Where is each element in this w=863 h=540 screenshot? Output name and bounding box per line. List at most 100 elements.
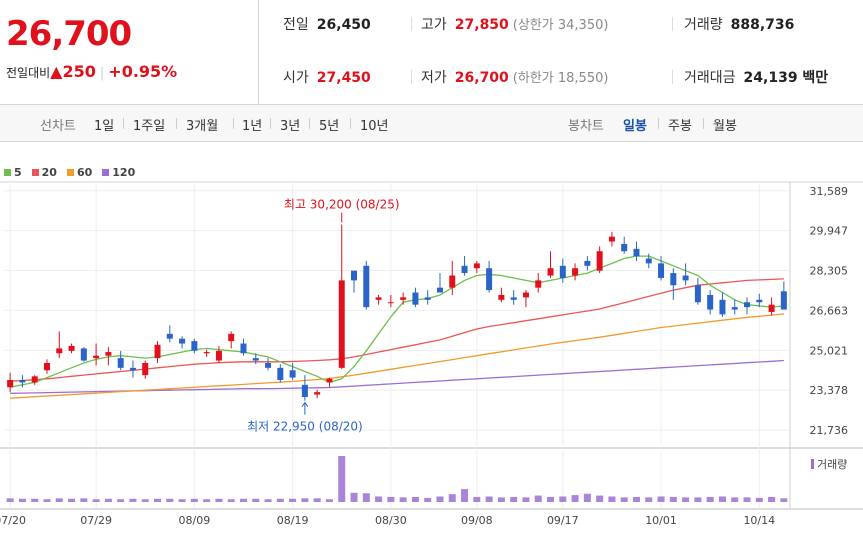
candle-body bbox=[608, 236, 615, 242]
volume-bar bbox=[387, 496, 395, 502]
volume-bar bbox=[522, 497, 530, 502]
y-axis: 31,589 29,947 28,305 26,663 25,021 23,378 21,7… bbox=[810, 185, 849, 437]
volume-bar bbox=[448, 494, 456, 502]
volume-bar bbox=[755, 497, 763, 502]
high-price: 고가 27,850 (상한가 34,350) bbox=[421, 17, 609, 33]
volume-bar bbox=[55, 498, 63, 502]
volume-bar bbox=[6, 498, 14, 502]
annotations: 최고 30,200 (08/25) 최저 22,950 (08/20) bbox=[247, 198, 400, 434]
low-annotation: 최저 22,950 (08/20) bbox=[247, 420, 363, 434]
volume-bar bbox=[510, 496, 518, 502]
volume-bar bbox=[203, 499, 211, 502]
candle-monthly[interactable]: 월봉 bbox=[713, 119, 737, 134]
volume-bar bbox=[129, 498, 137, 502]
period-3m[interactable]: 3개월 bbox=[186, 119, 219, 134]
candle-body bbox=[56, 348, 63, 354]
line-chart-label: 선차트 bbox=[40, 119, 76, 134]
volume-bar bbox=[411, 496, 419, 502]
volume-bar bbox=[731, 497, 739, 502]
candle-body bbox=[93, 355, 100, 359]
up-arrow-icon: ▲ bbox=[50, 62, 63, 81]
volume-bar bbox=[325, 499, 333, 502]
volume-bar bbox=[154, 498, 162, 502]
candle-body bbox=[756, 299, 763, 303]
volume-stat: 거래량 888,736 bbox=[684, 17, 795, 33]
candle-body bbox=[744, 302, 751, 308]
volume-bar bbox=[461, 489, 469, 502]
candle-body bbox=[461, 265, 468, 274]
volume-bar bbox=[547, 496, 555, 502]
candle-body bbox=[584, 260, 591, 266]
volume-bar bbox=[706, 496, 714, 502]
period-1d[interactable]: 1일 bbox=[94, 119, 115, 134]
x-tick-label: 10/01 bbox=[645, 514, 677, 527]
volume-bar bbox=[620, 497, 628, 502]
volume-bar bbox=[534, 495, 542, 502]
period-1y[interactable]: 1년 bbox=[242, 119, 263, 134]
volume-bar bbox=[768, 496, 776, 502]
candle-weekly[interactable]: 주봉 bbox=[668, 119, 692, 134]
candle-body bbox=[31, 376, 38, 383]
candle-body bbox=[449, 275, 456, 288]
candle-chart-label: 봉차트 bbox=[568, 119, 604, 134]
volume-bar bbox=[780, 498, 788, 502]
volume-bar bbox=[718, 496, 726, 502]
candle-daily[interactable]: 일봉 bbox=[623, 119, 647, 134]
volume-bar bbox=[632, 496, 640, 502]
volume-bar bbox=[313, 498, 321, 502]
volume-bar bbox=[559, 496, 567, 502]
volume-swatch bbox=[811, 459, 814, 469]
chart-grid bbox=[0, 181, 863, 510]
candle-body bbox=[228, 333, 235, 342]
candle-body bbox=[547, 268, 554, 276]
candle-body bbox=[375, 297, 382, 300]
volume-bars: 거래량 bbox=[6, 456, 847, 502]
candle-body bbox=[19, 379, 26, 383]
volume-bar bbox=[68, 498, 76, 502]
candle-body bbox=[780, 291, 787, 310]
x-tick-label: 07/29 bbox=[80, 514, 112, 527]
candle-body bbox=[326, 378, 333, 383]
volume-bar bbox=[264, 499, 272, 502]
chart-legend: 5 20 60 120 bbox=[4, 166, 145, 179]
candle-body bbox=[424, 297, 431, 300]
ma60-line bbox=[10, 313, 784, 399]
candle-body bbox=[522, 292, 529, 298]
change-value: 250 bbox=[62, 62, 96, 81]
candle-body bbox=[240, 343, 247, 354]
candle-body bbox=[179, 338, 186, 344]
candle-body bbox=[80, 348, 87, 361]
volume-bar bbox=[682, 497, 690, 502]
y-tick-label: 31,589 bbox=[810, 185, 849, 198]
volume-bar bbox=[669, 496, 677, 502]
period-10y[interactable]: 10년 bbox=[360, 119, 389, 134]
volume-bar bbox=[215, 498, 223, 502]
high-annotation: 최고 30,200 (08/25) bbox=[284, 198, 400, 212]
x-tick-label: 09/08 bbox=[461, 514, 493, 527]
volume-bar bbox=[239, 498, 247, 502]
y-tick-label: 25,021 bbox=[810, 344, 849, 357]
y-tick-label: 21,736 bbox=[810, 424, 849, 437]
trade-amount: 거래대금 24,139 백만 bbox=[684, 70, 829, 86]
volume-bar bbox=[485, 496, 493, 502]
candle-body bbox=[252, 358, 259, 361]
candle-body bbox=[707, 294, 714, 310]
change-label: 전일대비 bbox=[6, 66, 51, 80]
candle-body bbox=[400, 297, 407, 300]
current-price: 26,700 bbox=[6, 14, 132, 54]
legend-ma120: 120 bbox=[102, 166, 135, 179]
candle-body bbox=[731, 307, 738, 310]
candle-body bbox=[719, 299, 726, 315]
period-5y[interactable]: 5년 bbox=[319, 119, 340, 134]
period-1w[interactable]: 1주일 bbox=[133, 119, 166, 134]
ma5-line bbox=[9, 255, 784, 388]
volume-bar bbox=[375, 496, 383, 502]
x-tick-label: 08/09 bbox=[179, 514, 211, 527]
candle-body bbox=[768, 304, 775, 312]
candle-body bbox=[301, 384, 308, 397]
volume-bar bbox=[252, 498, 260, 502]
volume-bar bbox=[289, 498, 297, 502]
period-3y[interactable]: 3년 bbox=[280, 119, 301, 134]
volume-bar bbox=[657, 496, 665, 502]
